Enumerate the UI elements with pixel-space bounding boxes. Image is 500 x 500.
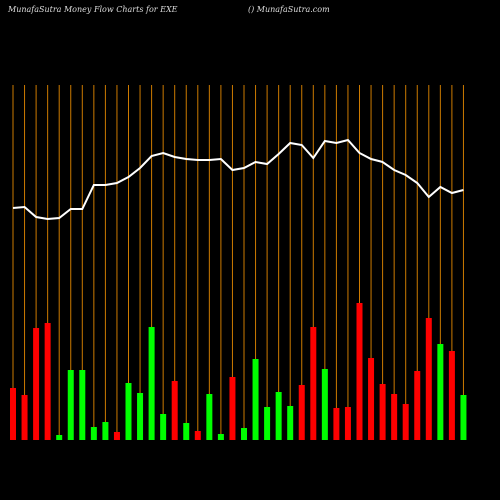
bar [333, 408, 340, 440]
bar [344, 407, 351, 440]
bar [160, 414, 167, 440]
bar [321, 369, 328, 440]
chart-subtitle: () MunafaSutra.com [248, 5, 330, 14]
bar [275, 392, 282, 440]
bar [287, 406, 294, 440]
chart-title: MunafaSutra Money Flow Charts for EXE [7, 5, 178, 14]
bar [298, 385, 305, 440]
bar [264, 407, 271, 440]
bar [113, 432, 120, 440]
bar [148, 327, 155, 440]
bar [206, 394, 213, 440]
bar [33, 328, 40, 440]
bar [460, 395, 467, 440]
bar [137, 393, 144, 440]
bar [437, 344, 444, 440]
bar [67, 370, 74, 440]
bar [252, 359, 259, 440]
bar [368, 358, 375, 440]
bar [217, 434, 224, 440]
bar [391, 394, 398, 440]
bar [448, 351, 455, 440]
bar [79, 370, 86, 440]
bar [44, 323, 51, 440]
bar [241, 428, 247, 440]
bar [183, 423, 190, 440]
bar [125, 383, 132, 440]
bar [56, 435, 63, 440]
bar [90, 427, 97, 440]
bar [194, 431, 201, 440]
bar [379, 384, 386, 440]
bar [402, 404, 409, 440]
bar [10, 388, 16, 440]
price-line [12, 138, 464, 221]
bar [425, 318, 432, 440]
bar [171, 381, 178, 440]
bar [414, 371, 421, 440]
bar [310, 327, 317, 440]
bar [102, 422, 109, 440]
bar [356, 303, 363, 440]
bar [21, 395, 28, 440]
bar [229, 377, 236, 440]
